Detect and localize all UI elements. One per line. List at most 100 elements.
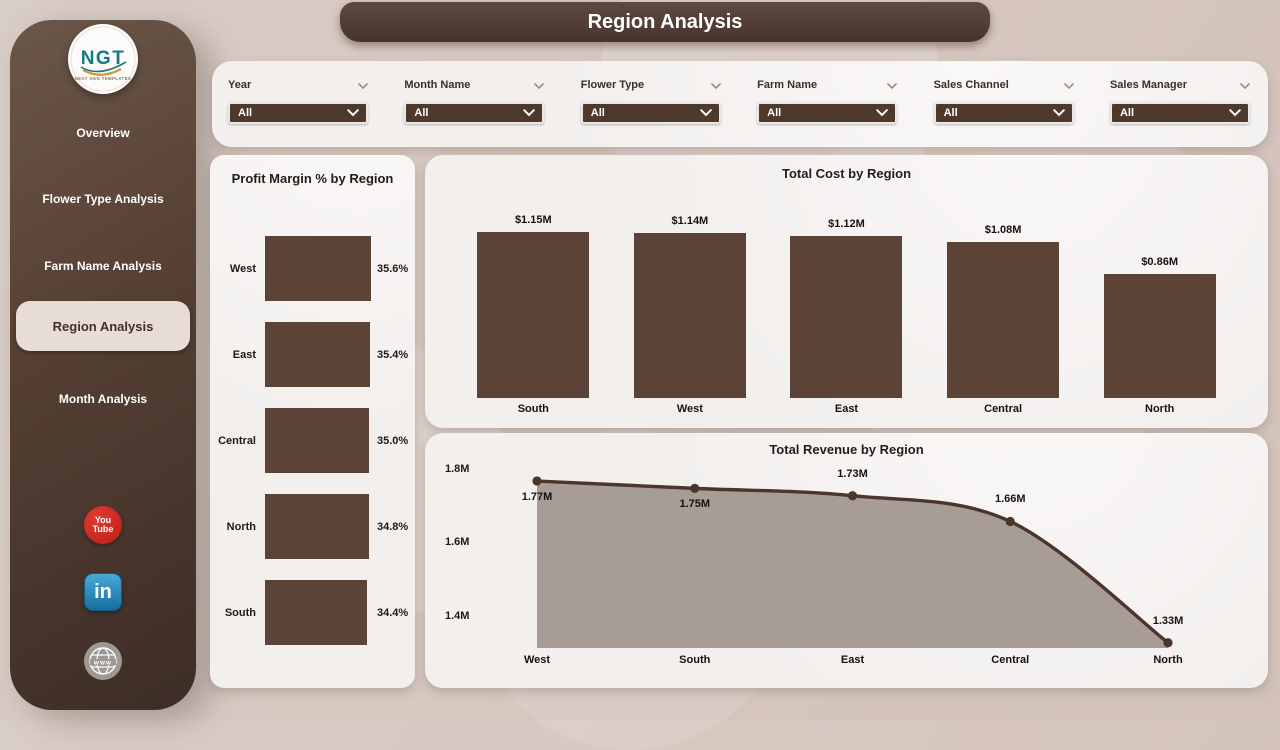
ngt-logo: NGT NEXT GEN TEMPLATES: [68, 24, 138, 94]
chevron-down-icon: [1063, 83, 1074, 90]
revenue-point-east[interactable]: [847, 491, 858, 501]
category-label: North: [226, 520, 256, 533]
revenue-point-central[interactable]: [1005, 516, 1015, 527]
cost-bar-north[interactable]: [1103, 273, 1216, 398]
data-label-north: 1.33M: [1152, 615, 1184, 627]
category-label: West: [676, 403, 703, 415]
value-label: 35.6%: [377, 262, 409, 275]
page-title-text: Region Analysis: [587, 10, 743, 33]
bar-track: [265, 408, 371, 473]
chevron-down-icon: [1240, 83, 1250, 90]
profit-row-west: West 35.6%: [210, 236, 415, 301]
filter-label: Farm Name: [757, 79, 818, 91]
profit-row-south: South 34.4%: [210, 580, 415, 645]
profit-row-north: North 34.8%: [210, 494, 415, 559]
globe-graphic: www: [84, 642, 122, 680]
value-label: $1.08M: [984, 224, 1022, 237]
website-globe-icon[interactable]: www: [83, 641, 123, 681]
x-axis-label-east: East: [840, 654, 865, 666]
data-label-south: 1.75M: [679, 498, 711, 510]
chevron-down-icon: [887, 83, 897, 90]
data-label-east: 1.73M: [837, 468, 868, 480]
chevron-down-icon[interactable]: [358, 76, 368, 94]
sidebar-item-farm-name-analysis[interactable]: Farm Name Analysis: [16, 243, 190, 289]
value-label: 35.0%: [377, 434, 409, 447]
profit-row-east: East 35.4%: [210, 322, 415, 387]
ngt-logo-graphic: NGT NEXT GEN TEMPLATES: [70, 26, 136, 92]
chevron-down-icon[interactable]: [887, 76, 897, 94]
cost-bar-central[interactable]: [947, 242, 1060, 398]
filter-farm-name-dropdown[interactable]: All: [757, 102, 898, 124]
youtube-icon[interactable]: You Tube: [84, 506, 122, 544]
profit-bar-north[interactable]: [265, 494, 369, 559]
sidebar-item-flower-type-analysis[interactable]: Flower Type Analysis: [16, 176, 190, 222]
filter-flower-type: Flower Type All: [580, 76, 721, 147]
bar-track: [265, 322, 371, 387]
revenue-area-chart: [532, 476, 1173, 648]
chevron-down-icon[interactable]: [710, 76, 721, 94]
x-axis-label-central: Central: [991, 654, 1030, 666]
youtube-text-line2: Tube: [92, 524, 114, 534]
filter-year-dropdown[interactable]: All: [228, 102, 368, 124]
revenue-point-west[interactable]: [532, 476, 542, 486]
filter-selected-value: All: [414, 107, 429, 119]
filter-flower-type-dropdown[interactable]: All: [580, 102, 721, 124]
filter-month-name-dropdown[interactable]: All: [404, 102, 545, 124]
value-label: 34.8%: [377, 520, 409, 533]
sidebar-item-label: Month Analysis: [58, 392, 148, 406]
filter-sales-channel-dropdown[interactable]: All: [933, 102, 1074, 124]
linkedin-text: in: [94, 580, 112, 603]
category-label: East: [232, 348, 256, 361]
profit-bar-south[interactable]: [265, 580, 368, 645]
cost-column-central: $1.08M Central: [933, 181, 1073, 420]
sidebar-item-month-analysis[interactable]: Month Analysis: [16, 376, 190, 422]
data-label-west: 1.77M: [521, 491, 553, 503]
profit-row-central: Central 35.0%: [210, 408, 415, 473]
profit-bar-central[interactable]: [265, 408, 370, 473]
cost-bar-east[interactable]: [790, 236, 903, 398]
cost-bar-south[interactable]: [477, 232, 590, 398]
linkedin-icon[interactable]: in: [84, 573, 122, 611]
bar-track: [265, 580, 371, 645]
filter-sales-manager-header: Sales Manager: [1110, 76, 1250, 94]
chevron-down-icon: [358, 83, 368, 90]
value-label: $1.15M: [514, 214, 552, 226]
cost-column-east: $1.12M East: [776, 181, 916, 420]
total-cost-panel: Total Cost by Region $1.15M South $1.14M We…: [425, 155, 1268, 428]
filter-sales-manager-dropdown[interactable]: All: [1109, 102, 1250, 124]
y-axis-tick: 1.6M: [445, 536, 470, 548]
total-cost-title: Total Cost by Region: [781, 166, 912, 181]
filter-selected-value: All: [238, 107, 253, 119]
revenue-point-south[interactable]: [690, 483, 700, 493]
sidebar-item-region-analysis[interactable]: Region Analysis: [16, 301, 190, 351]
filter-year-header: Year: [228, 76, 368, 94]
sidebar-item-label: Region Analysis: [52, 318, 154, 334]
chevron-down-icon[interactable]: [534, 76, 545, 94]
bar-track: [265, 236, 371, 301]
sidebar-item-overview[interactable]: Overview: [16, 110, 190, 156]
cost-bar-west[interactable]: [633, 233, 746, 398]
sidebar-item-label: Overview: [76, 126, 130, 140]
x-axis-label-south: South: [679, 654, 711, 666]
chevron-down-icon: [710, 83, 721, 90]
filter-month-name: Month Name All: [404, 76, 545, 147]
filter-label: Month Name: [404, 79, 471, 91]
profit-bar-west[interactable]: [265, 236, 371, 301]
chevron-down-icon[interactable]: [1240, 76, 1250, 94]
revenue-point-north[interactable]: [1163, 638, 1173, 648]
sidebar: NGT NEXT GEN TEMPLATES Overview Flower Ty…: [10, 20, 196, 710]
category-label: Central: [218, 434, 256, 447]
filter-selected-value: All: [590, 107, 605, 119]
filter-sales-manager: Sales Manager All: [1109, 76, 1250, 147]
profit-bar-east[interactable]: [265, 322, 371, 387]
svg-text:www: www: [93, 660, 112, 667]
profit-margin-panel: Profit Margin % by Region West 35.6% East 3…: [210, 155, 415, 688]
value-label: $1.12M: [828, 218, 865, 231]
chevron-down-icon: [1052, 109, 1065, 117]
svg-text:NEXT GEN TEMPLATES: NEXT GEN TEMPLATES: [75, 76, 132, 81]
page-title: Region Analysis: [340, 2, 990, 42]
filter-selected-value: All: [767, 107, 782, 119]
category-label: Central: [984, 403, 1023, 415]
chevron-down-icon[interactable]: [1063, 76, 1074, 94]
filter-selected-value: All: [1119, 107, 1135, 119]
